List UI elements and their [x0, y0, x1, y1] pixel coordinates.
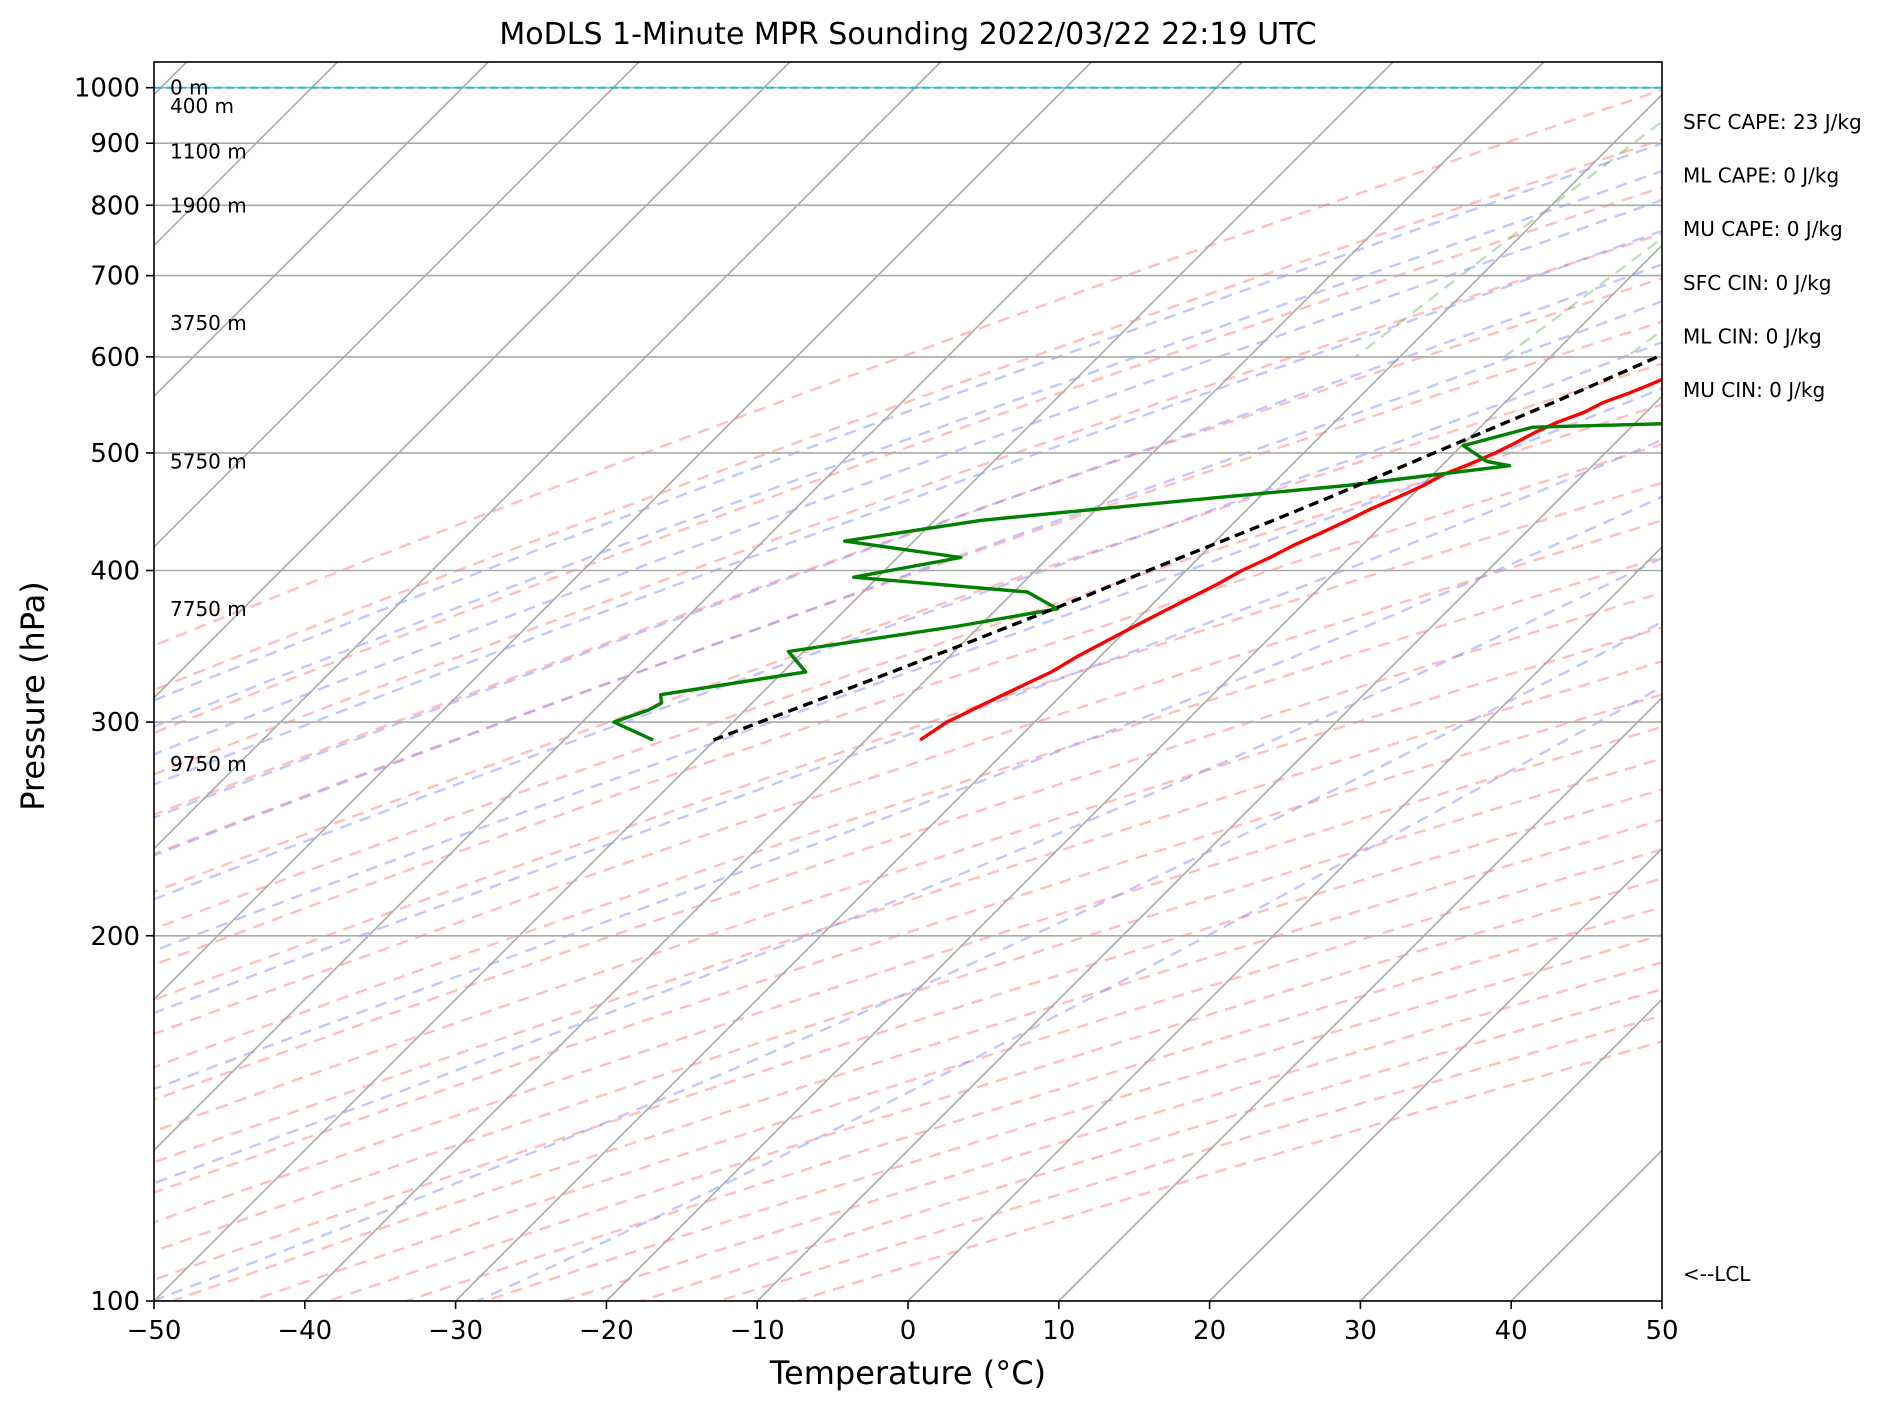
background-reference-lines — [154, 62, 1662, 1301]
dry-adiabat — [154, 757, 1662, 1253]
moist-adiabat — [154, 142, 1662, 702]
index-label: ML CAPE: 0 J/kg — [1683, 164, 1839, 188]
height-label: 1900 m — [170, 193, 247, 217]
moist-adiabat — [477, 685, 1662, 1301]
isotherm — [154, 62, 1394, 1301]
isotherm — [1359, 998, 1662, 1301]
dry-adiabat — [154, 555, 1662, 1069]
x-tick-label: −10 — [730, 1316, 785, 1346]
height-label: 400 m — [170, 94, 234, 118]
moist-adiabat — [154, 263, 1662, 820]
lcl-label: <--LCL — [1683, 1262, 1751, 1286]
x-tick-label: −20 — [579, 1316, 634, 1346]
dry-adiabat — [154, 481, 1662, 1002]
chart-title: MoDLS 1-Minute MPR Sounding 2022/03/22 2… — [499, 17, 1316, 52]
y-tick-label: 700 — [90, 262, 140, 292]
index-label: SFC CIN: 0 J/kg — [1683, 271, 1831, 295]
dry-adiabat — [154, 725, 1662, 1224]
y-tick-label: 1000 — [74, 74, 140, 104]
x-tick-label: 30 — [1344, 1316, 1377, 1346]
isotherm — [907, 545, 1662, 1301]
stability-indices: SFC CAPE: 23 J/kg ML CAPE: 0 J/kg MU CAPE:… — [1683, 110, 1862, 402]
isotherm — [154, 62, 942, 850]
isotherm — [154, 62, 791, 699]
axes-ticks: −50 −40 −30 −20 −10 0 10 20 30 40 50 100 200 300 400 50… — [74, 74, 1679, 1346]
isotherm — [605, 244, 1662, 1301]
dry-adiabat — [154, 138, 1662, 692]
y-tick-label: 400 — [90, 557, 140, 587]
mixing-ratio-line — [1503, 236, 1662, 358]
index-label: MU CAPE: 0 J/kg — [1683, 217, 1843, 241]
isotherm — [154, 62, 489, 398]
moist-adiabat — [154, 438, 1662, 1015]
moist-adiabat — [154, 495, 1662, 1091]
x-tick-label: −40 — [277, 1316, 332, 1346]
index-label: MU CIN: 0 J/kg — [1683, 378, 1825, 402]
isotherm — [154, 62, 640, 549]
y-tick-label: 500 — [90, 439, 140, 469]
moist-adiabat — [154, 169, 1662, 728]
x-axis-label: Temperature (°C) — [769, 1354, 1046, 1392]
y-tick-label: 800 — [90, 191, 140, 221]
mixing-ratio-line — [1354, 119, 1662, 358]
isotherm — [1209, 847, 1662, 1301]
isotherm — [756, 395, 1662, 1301]
x-tick-label: −50 — [127, 1316, 182, 1346]
index-label: SFC CAPE: 23 J/kg — [1683, 110, 1862, 134]
dry-adiabat — [154, 186, 1662, 735]
y-tick-label: 600 — [90, 343, 140, 373]
dry-adiabat — [154, 443, 1662, 967]
x-tick-label: 50 — [1645, 1316, 1678, 1346]
series-line-2 — [712, 352, 1662, 742]
height-label: 3750 m — [170, 311, 247, 335]
dry-adiabat — [154, 693, 1662, 1194]
height-label: 0 m — [170, 76, 209, 100]
x-tick-label: 10 — [1042, 1316, 1075, 1346]
data-series — [612, 352, 1662, 742]
height-label: 9750 m — [170, 752, 247, 776]
dry-adiabat — [154, 788, 1662, 1282]
isotherm — [154, 62, 1243, 1152]
height-label: 5750 m — [170, 449, 247, 473]
dry-adiabat — [154, 626, 1662, 1133]
x-tick-label: −30 — [428, 1316, 483, 1346]
y-tick-label: 900 — [90, 129, 140, 159]
moist-adiabat — [154, 340, 1662, 901]
isotherm — [154, 62, 1092, 1001]
moist-adiabat — [154, 299, 1662, 857]
index-label: ML CIN: 0 J/kg — [1683, 324, 1822, 348]
moist-adiabat — [154, 387, 1662, 953]
series-line-0 — [919, 377, 1662, 742]
y-tick-label: 100 — [90, 1287, 140, 1317]
isotherm — [304, 62, 1545, 1301]
moist-adiabat — [154, 620, 1662, 1301]
x-tick-label: 0 — [900, 1316, 917, 1346]
dry-adiabat — [154, 277, 1662, 817]
isotherm — [455, 93, 1662, 1301]
y-tick-label: 200 — [90, 922, 140, 952]
dry-adiabat — [154, 362, 1662, 894]
isotherm — [1058, 696, 1662, 1301]
moist-adiabat — [154, 198, 1662, 756]
x-tick-label: 40 — [1495, 1316, 1528, 1346]
height-label: 1100 m — [170, 139, 247, 163]
height-label: 7750 m — [170, 597, 247, 621]
y-axis-label: Pressure (hPa) — [14, 581, 52, 811]
x-tick-label: 20 — [1193, 1316, 1226, 1346]
moist-adiabat — [154, 556, 1662, 1185]
y-tick-label: 300 — [90, 708, 140, 738]
series-line-1 — [612, 422, 1662, 742]
moist-adiabat — [154, 229, 1662, 786]
dry-adiabat — [154, 88, 1662, 647]
